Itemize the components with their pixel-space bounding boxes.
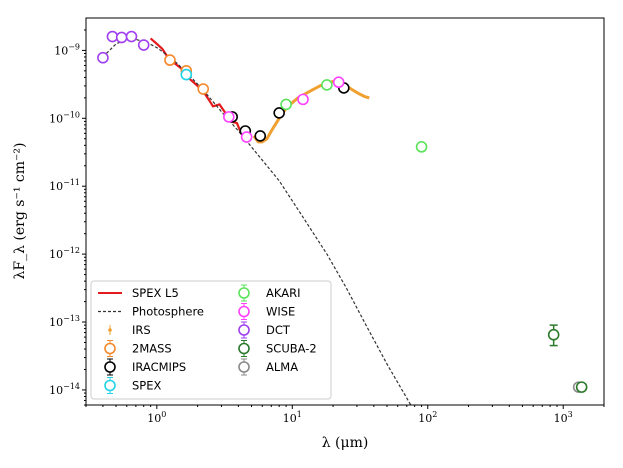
legend-marker-alma: [238, 361, 250, 373]
point-2mass: [164, 54, 176, 66]
point-wise: [240, 131, 253, 143]
point-akari: [280, 98, 292, 111]
y-tick-label-exp: −11: [63, 178, 80, 187]
point-spex: [180, 68, 193, 81]
legend-marker-wise: [238, 305, 250, 318]
legend-marker-spex: [104, 379, 116, 392]
y-tick-label: 10−11: [49, 178, 80, 193]
x-tick-label-base: 10: [554, 412, 568, 425]
y-axis-title: λF_λ (erg s⁻¹ cm⁻²): [12, 143, 28, 280]
axis-tick-labels: 100 101 102 10310−1410−1310−1210−1110−1010−…: [49, 42, 573, 425]
legend-label-photosphere: Photosphere: [132, 305, 204, 319]
y-tick-label-base: 10: [49, 316, 63, 329]
x-tick-label-exp: 1: [297, 410, 302, 419]
legend-marker-iracmips: [104, 361, 116, 373]
plot-frame: [85, 17, 605, 406]
y-tick-label-exp: −9: [68, 42, 80, 51]
y-tick-label-base: 10: [49, 112, 63, 125]
point-scuba-2: [547, 328, 560, 341]
point-dct: [106, 30, 119, 43]
x-axis-title: λ (μm): [322, 435, 369, 451]
legend-label-wise: WISE: [266, 305, 295, 319]
y-tick-label-base: 10: [49, 248, 63, 261]
point-dct: [97, 51, 109, 64]
legend-label-alma: ALMA: [266, 360, 298, 374]
plot-area: [97, 30, 588, 405]
legend-marker-2mass: [104, 342, 116, 355]
point-dct: [115, 31, 128, 44]
point-scuba-2: [575, 381, 588, 393]
y-tick-label-exp: −12: [63, 246, 80, 255]
y-tick-label: 10−13: [49, 314, 80, 329]
point-dct: [137, 39, 150, 51]
x-tick-label: 100: [147, 410, 166, 425]
legend-label-dct: DCT: [266, 323, 291, 337]
x-tick-label: 102: [418, 410, 437, 425]
y-tick-label: 10−9: [54, 42, 80, 57]
point-2mass: [197, 83, 210, 95]
line-irs: [252, 79, 370, 144]
legend: SPEX L5 Photosphere IRS 2MASS IRACMIPS SPEX AK…: [90, 280, 332, 400]
point-wise: [223, 111, 235, 123]
y-tick-label-exp: −13: [63, 314, 80, 323]
point-iracmips: [273, 107, 285, 119]
legend-label-scuba-2: SCUBA-2: [266, 342, 317, 356]
x-tick-label-base: 10: [147, 412, 161, 425]
x-tick-label: 103: [554, 410, 573, 425]
axis-ticks: [82, 29, 605, 409]
x-tick-label-exp: 0: [161, 410, 166, 419]
y-tick-label: 10−10: [49, 110, 80, 125]
legend-marker-scuba-2: [238, 342, 250, 355]
point-iracmips: [254, 130, 267, 142]
legend-label-2mass: 2MASS: [132, 342, 172, 356]
legend-box: [90, 280, 332, 400]
y-tick-label-exp: −14: [63, 382, 80, 391]
y-tick-label-base: 10: [49, 180, 63, 193]
point-wise: [332, 76, 345, 89]
y-tick-label: 10−12: [49, 246, 80, 261]
legend-label-akari: AKARI: [266, 286, 300, 300]
x-tick-label-base: 10: [418, 412, 432, 425]
x-tick-label: 101: [283, 410, 302, 425]
point-wise: [297, 93, 309, 106]
y-tick-label-exp: −10: [63, 110, 80, 119]
point-akari: [415, 141, 428, 153]
legend-label-irs: IRS: [132, 323, 151, 337]
y-tick-label: 10−14: [49, 382, 80, 397]
y-tick-label-base: 10: [54, 44, 68, 57]
point-akari: [321, 79, 333, 91]
legend-marker-akari: [238, 287, 250, 299]
legend-marker-dct: [238, 324, 250, 336]
x-tick-label-exp: 2: [432, 410, 437, 419]
legend-label-spex: SPEX: [132, 379, 162, 393]
x-tick-label-exp: 3: [568, 410, 573, 419]
point-dct: [125, 30, 138, 43]
x-tick-label-base: 10: [283, 412, 297, 425]
legend-label-spex-l5: SPEX L5: [132, 286, 179, 300]
y-tick-label-base: 10: [49, 384, 63, 397]
legend-marker-irs: [108, 328, 112, 332]
legend-label-iracmips: IRACMIPS: [132, 360, 186, 374]
